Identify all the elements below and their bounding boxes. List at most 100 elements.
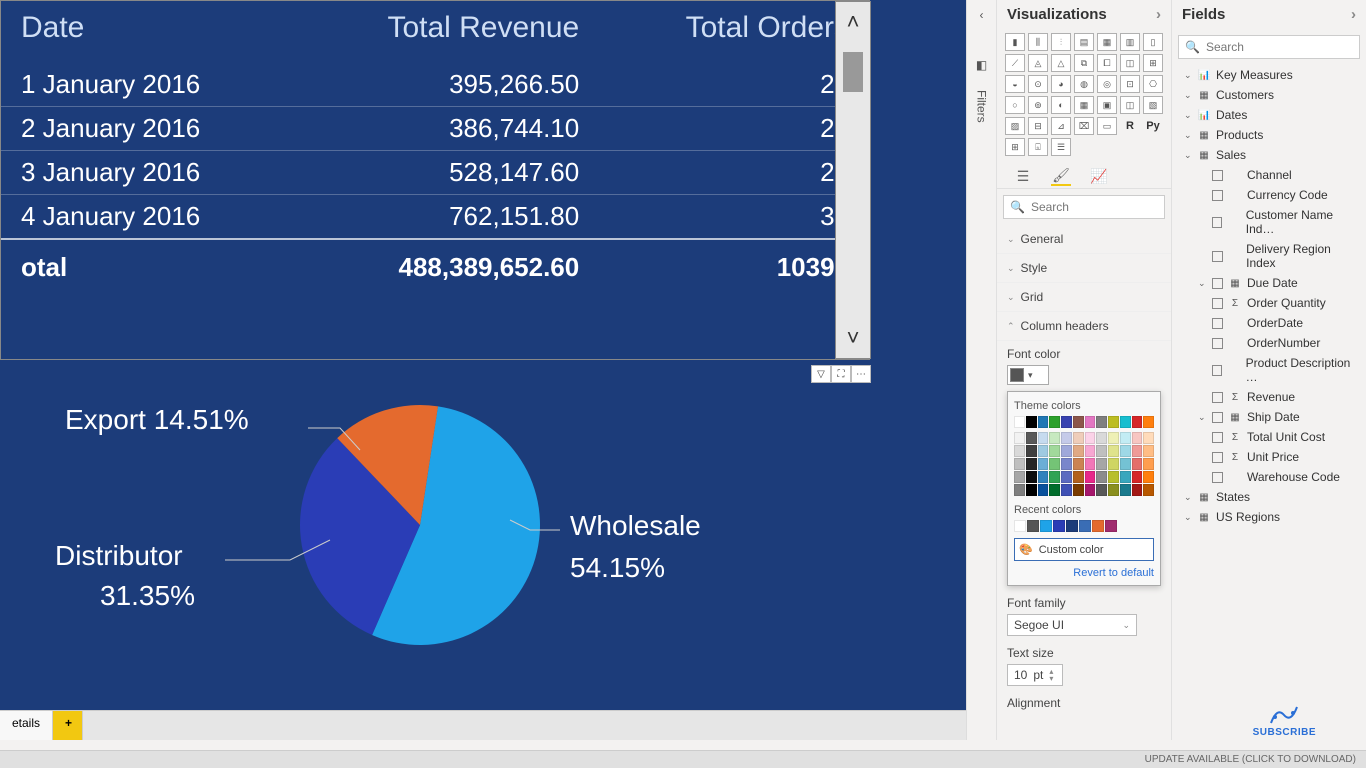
- update-available-label[interactable]: UPDATE AVAILABLE (CLICK TO DOWNLOAD): [1145, 754, 1356, 765]
- field-table[interactable]: ⌄📊Dates: [1172, 105, 1366, 125]
- column-header[interactable]: Date: [1, 1, 292, 63]
- color-swatch[interactable]: [1038, 484, 1049, 496]
- chevron-right-icon[interactable]: ›: [1156, 6, 1161, 23]
- color-swatch[interactable]: [1026, 458, 1037, 470]
- color-swatch[interactable]: [1085, 458, 1096, 470]
- field-table[interactable]: ⌄▦Sales: [1172, 145, 1366, 165]
- status-bar[interactable]: UPDATE AVAILABLE (CLICK TO DOWNLOAD): [0, 750, 1366, 768]
- field-column[interactable]: OrderNumber: [1172, 333, 1366, 353]
- color-swatch[interactable]: [1027, 520, 1039, 532]
- font-family-dropdown[interactable]: Segoe UI ⌄: [1007, 614, 1137, 636]
- field-column[interactable]: Delivery Region Index: [1172, 239, 1366, 273]
- color-swatch[interactable]: [1108, 458, 1119, 470]
- color-swatch[interactable]: [1120, 484, 1131, 496]
- color-swatch[interactable]: [1038, 416, 1049, 428]
- fields-well-tab[interactable]: ☰: [1013, 166, 1033, 186]
- color-swatch[interactable]: [1120, 445, 1131, 457]
- page-tab-details[interactable]: etails: [0, 711, 53, 740]
- color-swatch[interactable]: [1143, 445, 1154, 457]
- color-swatch[interactable]: [1132, 471, 1143, 483]
- field-column[interactable]: Product Description …: [1172, 353, 1366, 387]
- color-swatch[interactable]: [1096, 458, 1107, 470]
- format-tab[interactable]: 🖌: [1051, 166, 1071, 186]
- field-table[interactable]: ⌄▦Products: [1172, 125, 1366, 145]
- color-swatch[interactable]: [1120, 416, 1131, 428]
- color-swatch[interactable]: [1014, 416, 1025, 428]
- viz-type-icon[interactable]: ▦: [1074, 96, 1094, 114]
- column-header[interactable]: Total Orders: [599, 1, 869, 63]
- table-scrollbar[interactable]: ˄ ˅: [835, 1, 871, 359]
- color-swatch[interactable]: [1073, 445, 1084, 457]
- viz-type-icon[interactable]: ⊞: [1005, 138, 1025, 156]
- table-row[interactable]: 4 January 2016762,151.8033: [1, 195, 869, 240]
- viz-type-icon[interactable]: ▮: [1005, 33, 1025, 51]
- viz-type-icon[interactable]: ⧠: [1097, 54, 1117, 72]
- show-panes-icon[interactable]: ◧: [967, 50, 996, 80]
- viz-type-icon[interactable]: ⊟: [1028, 117, 1048, 135]
- color-swatch[interactable]: [1038, 471, 1049, 483]
- color-swatch[interactable]: [1061, 432, 1072, 444]
- section-general[interactable]: ⌄General: [997, 225, 1171, 254]
- font-color-button[interactable]: ▾: [1007, 365, 1049, 385]
- color-swatch[interactable]: [1049, 432, 1060, 444]
- table-row[interactable]: 3 January 2016528,147.6028: [1, 151, 869, 195]
- field-column[interactable]: ΣRevenue: [1172, 387, 1366, 407]
- viz-type-icon[interactable]: ⫶: [1051, 33, 1071, 51]
- color-swatch[interactable]: [1026, 445, 1037, 457]
- color-swatch[interactable]: [1061, 471, 1072, 483]
- color-swatch[interactable]: [1061, 484, 1072, 496]
- viz-type-icon[interactable]: ⌺: [1028, 138, 1048, 156]
- color-swatch[interactable]: [1120, 432, 1131, 444]
- field-table[interactable]: ⌄▦Customers: [1172, 85, 1366, 105]
- viz-type-icon[interactable]: ◒: [1005, 75, 1025, 93]
- field-column[interactable]: Customer Name Ind…: [1172, 205, 1366, 239]
- color-swatch[interactable]: [1096, 471, 1107, 483]
- section-column-headers[interactable]: ⌃Column headers: [997, 312, 1171, 341]
- viz-type-icon[interactable]: R: [1120, 117, 1140, 135]
- color-swatch[interactable]: [1143, 416, 1154, 428]
- format-search-input[interactable]: 🔍 Search: [1003, 195, 1165, 219]
- color-swatch[interactable]: [1038, 432, 1049, 444]
- revert-default-link[interactable]: Revert to default: [1014, 567, 1154, 579]
- color-swatch[interactable]: [1049, 458, 1060, 470]
- color-swatch[interactable]: [1061, 445, 1072, 457]
- viz-type-icon[interactable]: ▥: [1120, 33, 1140, 51]
- viz-type-icon[interactable]: ⊿: [1051, 117, 1071, 135]
- color-swatch[interactable]: [1108, 471, 1119, 483]
- viz-type-icon[interactable]: ⊞: [1143, 54, 1163, 72]
- color-swatch[interactable]: [1092, 520, 1104, 532]
- field-column[interactable]: OrderDate: [1172, 313, 1366, 333]
- chevron-left-icon[interactable]: ‹: [967, 0, 996, 30]
- field-table[interactable]: ⌄▦US Regions: [1172, 507, 1366, 527]
- color-swatch[interactable]: [1073, 432, 1084, 444]
- color-swatch[interactable]: [1132, 458, 1143, 470]
- color-swatch[interactable]: [1120, 471, 1131, 483]
- filters-pane-collapsed[interactable]: ‹ ◧ Filters: [966, 0, 996, 740]
- viz-type-icon[interactable]: ⧉: [1074, 54, 1094, 72]
- text-size-spinner[interactable]: 10 pt ▴▾: [1007, 664, 1063, 686]
- field-table[interactable]: ⌄📊Key Measures: [1172, 65, 1366, 85]
- add-page-button[interactable]: +: [53, 711, 83, 740]
- viz-type-icon[interactable]: ▦: [1097, 33, 1117, 51]
- table-visual[interactable]: DateTotal RevenueTotal Orders 1 January …: [0, 0, 870, 360]
- color-swatch[interactable]: [1143, 471, 1154, 483]
- viz-type-icon[interactable]: ▯: [1143, 33, 1163, 51]
- viz-type-icon[interactable]: ◫: [1120, 96, 1140, 114]
- viz-type-icon[interactable]: ⟋: [1005, 54, 1025, 72]
- color-swatch[interactable]: [1096, 484, 1107, 496]
- color-swatch[interactable]: [1049, 445, 1060, 457]
- color-swatch[interactable]: [1143, 432, 1154, 444]
- color-swatch[interactable]: [1132, 445, 1143, 457]
- viz-type-icon[interactable]: ◍: [1074, 75, 1094, 93]
- field-column[interactable]: ΣOrder Quantity: [1172, 293, 1366, 313]
- color-swatch[interactable]: [1143, 458, 1154, 470]
- field-column[interactable]: ΣUnit Price: [1172, 447, 1366, 467]
- color-swatch[interactable]: [1073, 416, 1084, 428]
- color-swatch[interactable]: [1096, 416, 1107, 428]
- viz-type-icon[interactable]: ▧: [1143, 96, 1163, 114]
- color-swatch[interactable]: [1132, 416, 1143, 428]
- viz-type-icon[interactable]: ⫼: [1028, 33, 1048, 51]
- color-swatch[interactable]: [1073, 471, 1084, 483]
- field-column[interactable]: Channel: [1172, 165, 1366, 185]
- viz-type-icon[interactable]: ☰: [1051, 138, 1071, 156]
